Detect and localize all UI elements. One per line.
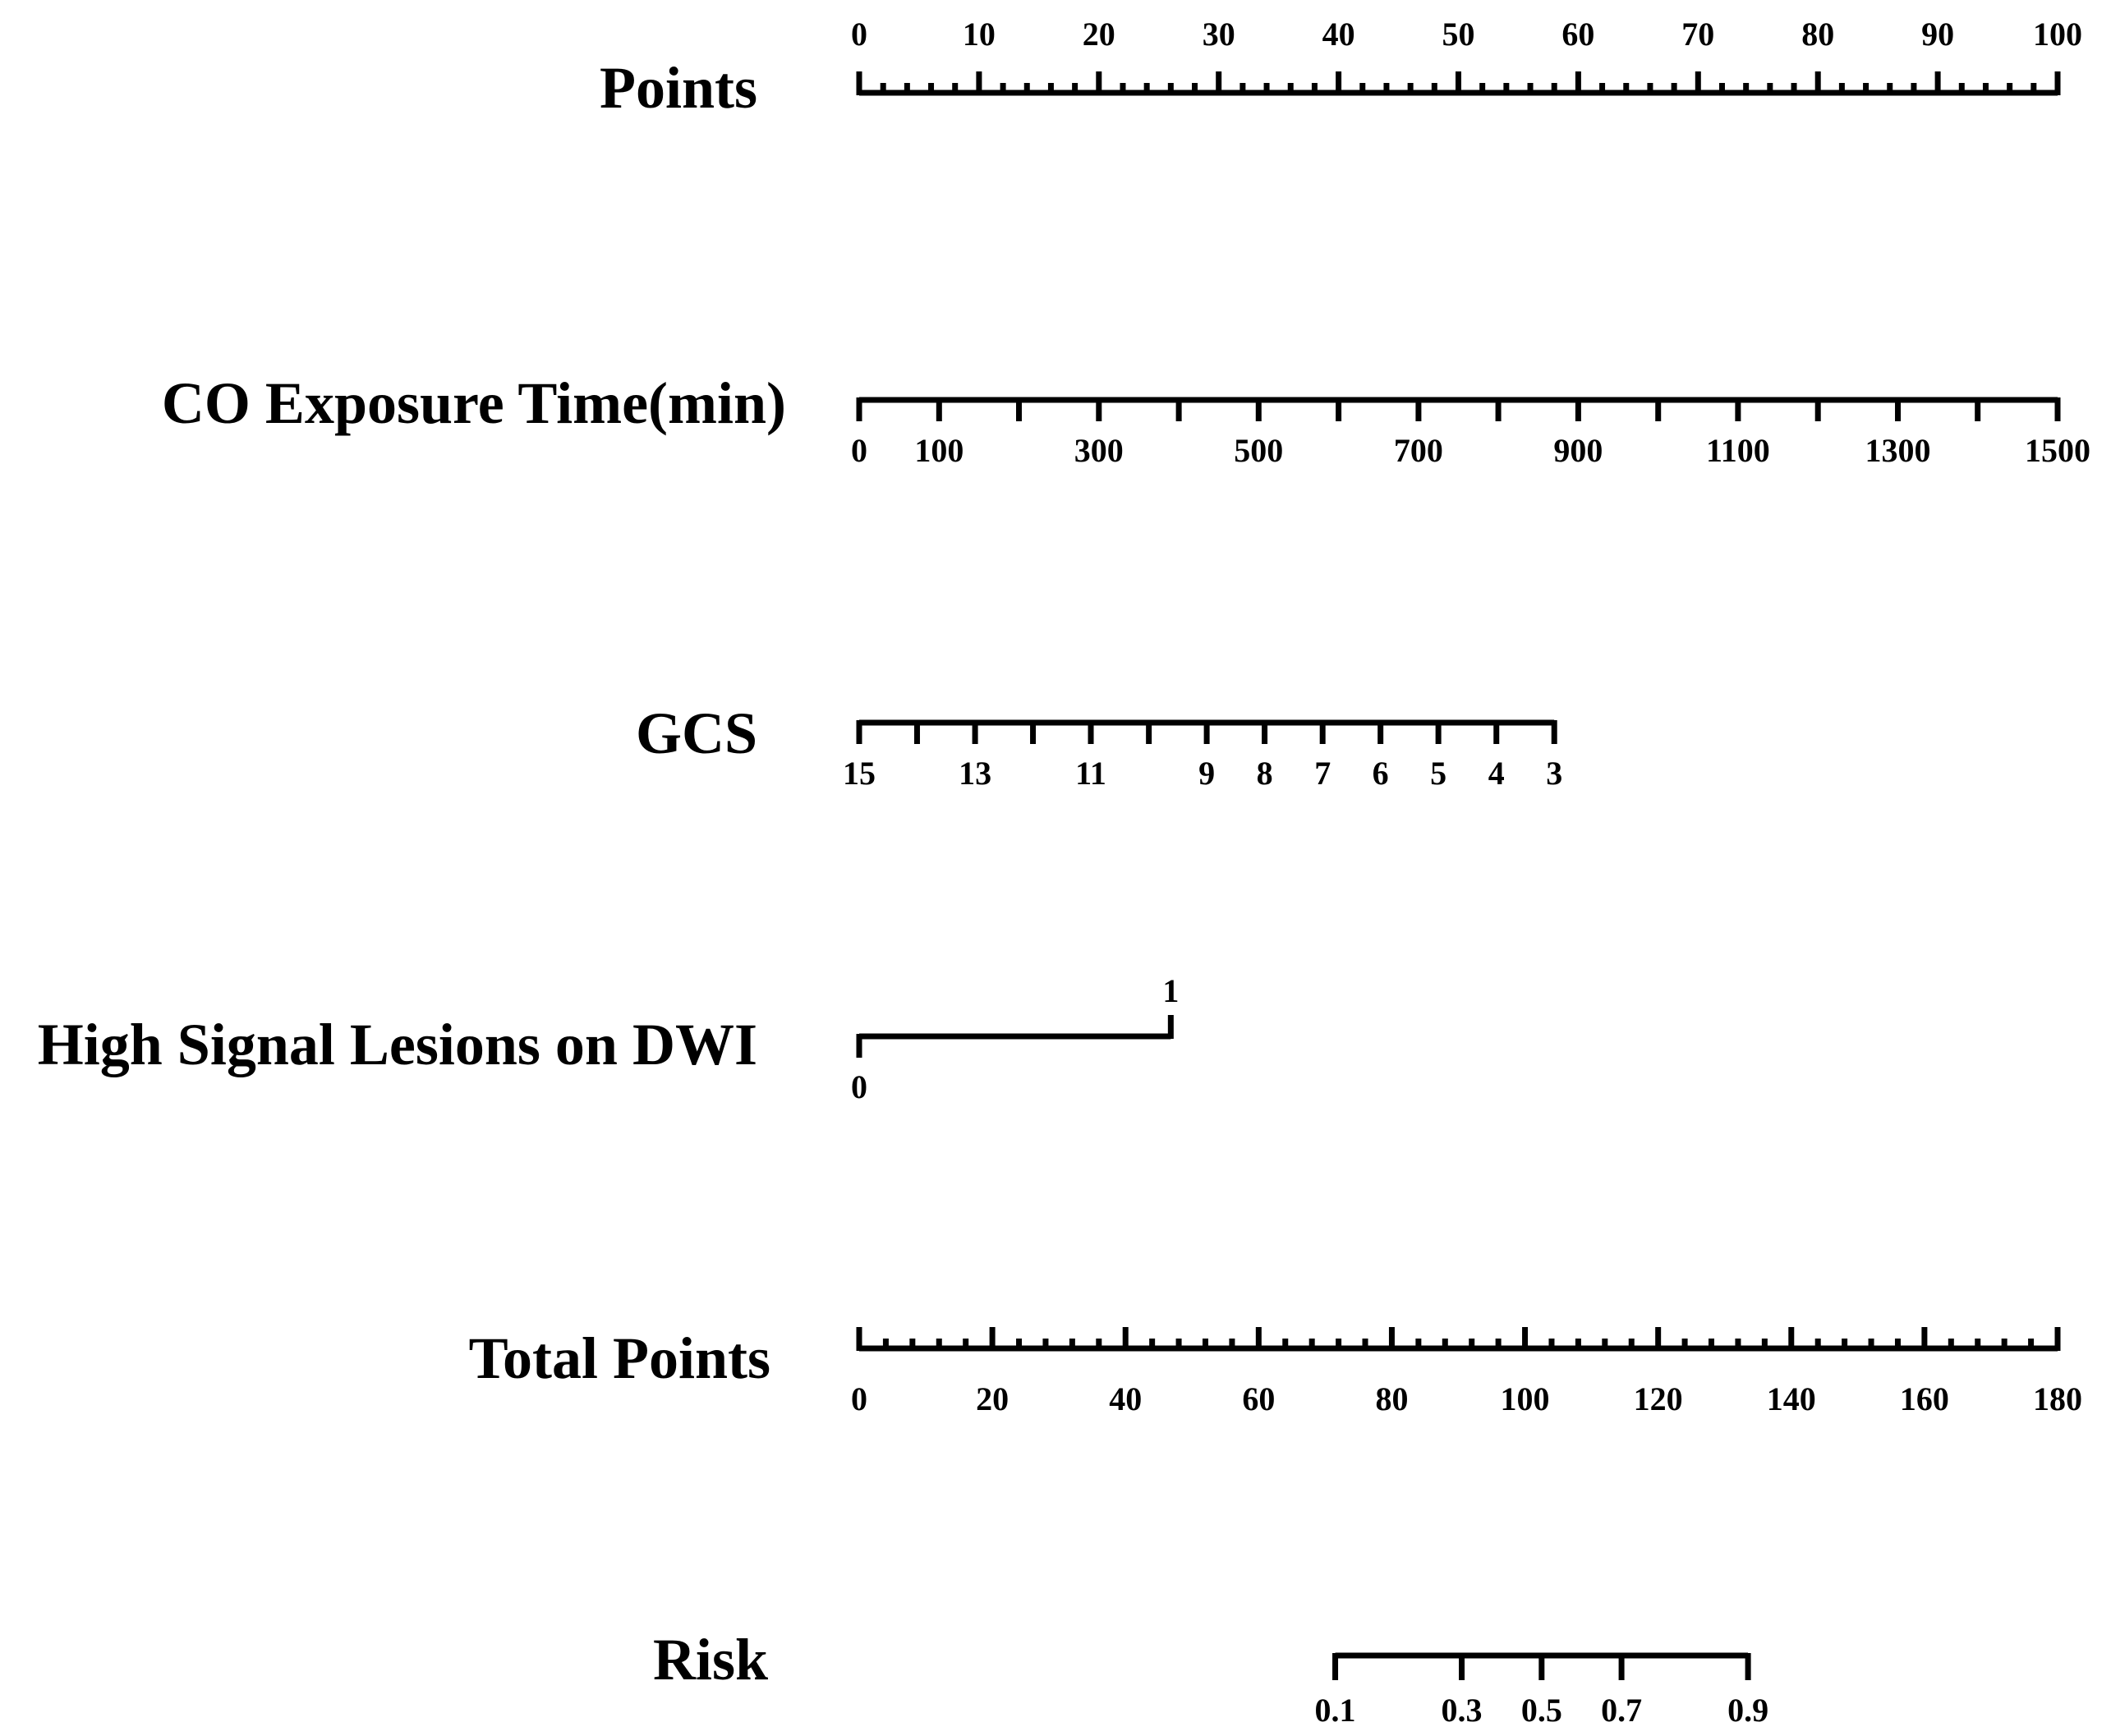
tick-label: 90 bbox=[1921, 16, 1954, 53]
tick-label: 500 bbox=[1234, 432, 1283, 469]
tick-label: 5 bbox=[1430, 755, 1446, 792]
tick-label: 80 bbox=[1375, 1380, 1408, 1417]
tick-label: 6 bbox=[1373, 755, 1389, 792]
tick-label: 7 bbox=[1314, 755, 1331, 792]
tick-label: 20 bbox=[976, 1380, 1009, 1417]
tick-label: 8 bbox=[1257, 755, 1273, 792]
tick-label: 4 bbox=[1488, 755, 1505, 792]
row-label: GCS bbox=[636, 700, 757, 766]
tick-label: 0.3 bbox=[1442, 1692, 1483, 1729]
tick-label: 0.9 bbox=[1727, 1692, 1768, 1729]
tick-label: 60 bbox=[1242, 1380, 1275, 1417]
tick-label: 30 bbox=[1203, 16, 1235, 53]
tick-label: 700 bbox=[1394, 432, 1443, 469]
tick-label: 180 bbox=[2033, 1380, 2082, 1417]
tick-label: 20 bbox=[1083, 16, 1115, 53]
tick-label: 140 bbox=[1767, 1380, 1816, 1417]
tick-label: 100 bbox=[1501, 1380, 1550, 1417]
tick-label: 1100 bbox=[1706, 432, 1770, 469]
tick-label: 40 bbox=[1109, 1380, 1142, 1417]
tick-label: 1300 bbox=[1865, 432, 1931, 469]
tick-label: 11 bbox=[1075, 755, 1106, 792]
tick-label: 0.7 bbox=[1601, 1692, 1642, 1729]
tick-label: 900 bbox=[1553, 432, 1603, 469]
tick-label: 0 bbox=[851, 16, 867, 53]
row-label: High Signal Lesions on DWI bbox=[38, 1012, 757, 1077]
tick-label: 120 bbox=[1634, 1380, 1683, 1417]
row-label: Points bbox=[600, 55, 757, 121]
tick-label: 0.1 bbox=[1315, 1692, 1356, 1729]
tick-label: 3 bbox=[1546, 755, 1562, 792]
tick-label: 100 bbox=[914, 432, 964, 469]
tick-label: 1 bbox=[1162, 972, 1179, 1009]
tick-label: 15 bbox=[843, 755, 876, 792]
tick-label: 160 bbox=[1900, 1380, 1949, 1417]
tick-label: 1500 bbox=[2025, 432, 2090, 469]
tick-label: 0 bbox=[851, 432, 867, 469]
tick-label: 0.5 bbox=[1521, 1692, 1562, 1729]
tick-label: 13 bbox=[959, 755, 991, 792]
tick-label: 60 bbox=[1561, 16, 1594, 53]
row-label: Total Points bbox=[469, 1325, 770, 1391]
tick-label: 0 bbox=[851, 1380, 867, 1417]
row-label: Risk bbox=[653, 1627, 768, 1692]
tick-label: 0 bbox=[851, 1068, 867, 1105]
tick-label: 40 bbox=[1322, 16, 1355, 53]
tick-label: 80 bbox=[1801, 16, 1834, 53]
row-label: CO Exposure Time(min) bbox=[162, 370, 786, 436]
tick-label: 50 bbox=[1442, 16, 1475, 53]
tick-label: 9 bbox=[1198, 755, 1215, 792]
tick-label: 100 bbox=[2033, 16, 2082, 53]
tick-label: 70 bbox=[1681, 16, 1714, 53]
tick-label: 10 bbox=[963, 16, 996, 53]
tick-label: 300 bbox=[1074, 432, 1124, 469]
